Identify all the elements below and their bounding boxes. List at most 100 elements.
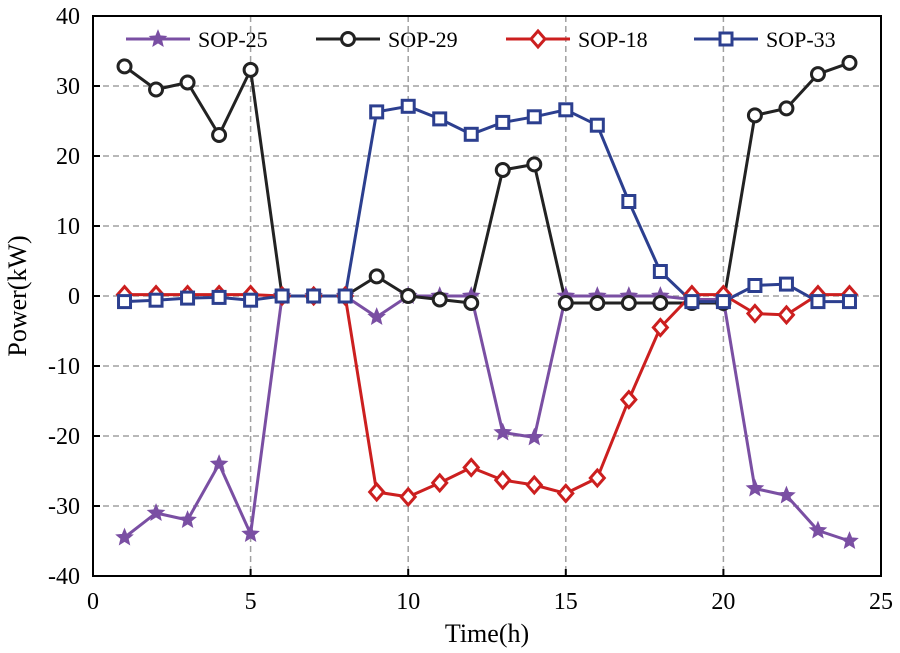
data-point-sop-29 xyxy=(148,81,165,98)
data-point-sop-29 xyxy=(494,162,511,178)
data-point-sop-29 xyxy=(431,291,448,308)
legend-marker-sop-18 xyxy=(529,28,547,50)
data-point-sop-33 xyxy=(117,294,133,310)
series-markers xyxy=(115,54,859,549)
data-point-sop-29 xyxy=(841,54,858,71)
data-point-sop-33 xyxy=(810,294,826,310)
data-point-sop-18 xyxy=(556,483,575,504)
data-point-sop-33 xyxy=(274,288,290,304)
data-point-sop-29 xyxy=(211,127,228,143)
x-tick-label: 25 xyxy=(869,589,893,615)
legend-marker-sop-25 xyxy=(148,29,168,47)
data-point-sop-33 xyxy=(400,98,416,114)
data-point-sop-33 xyxy=(495,114,511,130)
data-point-sop-33 xyxy=(621,194,637,209)
series-line-sop-25 xyxy=(123,294,850,543)
data-point-sop-33 xyxy=(463,126,479,142)
legend: SOP-25 SOP-29 SOP-18 SOP-33 xyxy=(126,27,836,52)
x-tick-label: 0 xyxy=(87,589,99,615)
data-point-sop-25 xyxy=(840,531,859,549)
data-point-sop-29 xyxy=(179,74,196,91)
data-point-sop-29 xyxy=(368,268,385,285)
legend-label-sop-29: SOP-29 xyxy=(388,27,458,52)
data-point-sop-33 xyxy=(747,278,763,293)
data-point-sop-18 xyxy=(430,472,449,494)
data-point-sop-33 xyxy=(558,102,574,118)
x-axis-title: Time(h) xyxy=(445,619,529,648)
data-point-sop-33 xyxy=(180,290,196,306)
data-point-sop-18 xyxy=(588,467,607,489)
data-point-sop-25 xyxy=(367,307,387,325)
data-point-sop-29 xyxy=(242,61,259,78)
data-point-sop-33 xyxy=(432,111,448,127)
data-point-sop-33 xyxy=(684,294,700,310)
x-tick-label: 10 xyxy=(396,589,420,615)
y-tick-label: 30 xyxy=(56,74,80,100)
data-point-sop-29 xyxy=(526,156,543,173)
data-point-sop-29 xyxy=(557,295,574,311)
data-point-sop-25 xyxy=(178,510,197,528)
y-tick-label: 20 xyxy=(56,144,80,170)
data-point-sop-29 xyxy=(116,58,133,75)
legend-marker-sop-29 xyxy=(340,31,356,47)
y-tick-label: -30 xyxy=(48,494,80,520)
tick-labels: 0 5 10 15 20 25 -40 -30 -20 -10 0 10 20 30 40 xyxy=(48,4,893,615)
data-point-sop-29 xyxy=(620,295,637,311)
x-tick-label: 15 xyxy=(554,589,578,615)
y-tick-label: -40 xyxy=(48,564,80,590)
data-point-sop-29 xyxy=(400,288,417,304)
data-point-sop-18 xyxy=(745,303,764,324)
data-point-sop-25 xyxy=(241,524,260,542)
data-point-sop-18 xyxy=(367,481,386,503)
data-point-sop-33 xyxy=(211,289,227,305)
y-tick-label: 10 xyxy=(56,214,80,240)
data-point-sop-33 xyxy=(841,294,857,310)
data-point-sop-25 xyxy=(808,520,828,539)
data-point-sop-25 xyxy=(209,454,229,472)
series-line-sop-29 xyxy=(123,61,850,305)
data-point-sop-33 xyxy=(715,294,731,310)
x-tick-label: 20 xyxy=(711,589,735,615)
data-point-sop-33 xyxy=(778,276,794,292)
data-point-sop-25 xyxy=(493,422,513,441)
data-point-sop-29 xyxy=(809,66,826,83)
data-point-sop-18 xyxy=(777,304,796,326)
y-tick-label: -10 xyxy=(48,354,80,380)
data-point-sop-18 xyxy=(462,457,481,478)
data-point-sop-33 xyxy=(652,264,668,279)
y-tick-label: 0 xyxy=(68,284,80,310)
data-point-sop-33 xyxy=(369,104,385,120)
data-point-sop-29 xyxy=(652,295,669,311)
legend-label-sop-18: SOP-18 xyxy=(578,27,648,52)
legend-label-sop-25: SOP-25 xyxy=(198,27,268,52)
y-tick-label: 40 xyxy=(56,4,80,30)
y-axis-title: Power(kW) xyxy=(3,235,32,356)
legend-marker-sop-33 xyxy=(718,31,734,47)
data-point-sop-25 xyxy=(115,527,134,546)
data-point-sop-18 xyxy=(493,469,512,491)
data-point-sop-25 xyxy=(146,503,166,521)
data-point-sop-25 xyxy=(777,485,796,504)
x-tick-label: 5 xyxy=(245,589,257,615)
data-point-sop-29 xyxy=(463,295,480,311)
data-point-sop-29 xyxy=(746,107,763,124)
data-point-sop-33 xyxy=(589,117,605,133)
data-point-sop-33 xyxy=(526,109,542,125)
data-point-sop-18 xyxy=(651,317,670,338)
data-point-sop-25 xyxy=(745,478,765,497)
data-point-sop-25 xyxy=(524,427,544,446)
data-point-sop-29 xyxy=(589,295,606,311)
axis-ticks xyxy=(92,15,882,577)
data-point-sop-33 xyxy=(148,292,164,308)
data-point-sop-18 xyxy=(525,474,544,496)
data-point-sop-18 xyxy=(399,486,418,508)
data-point-sop-29 xyxy=(778,100,795,117)
data-point-sop-33 xyxy=(306,288,322,304)
y-tick-label: -20 xyxy=(48,424,80,450)
data-point-sop-33 xyxy=(243,292,259,308)
data-point-sop-18 xyxy=(619,389,638,410)
legend-label-sop-33: SOP-33 xyxy=(766,27,836,52)
data-point-sop-33 xyxy=(337,288,353,304)
